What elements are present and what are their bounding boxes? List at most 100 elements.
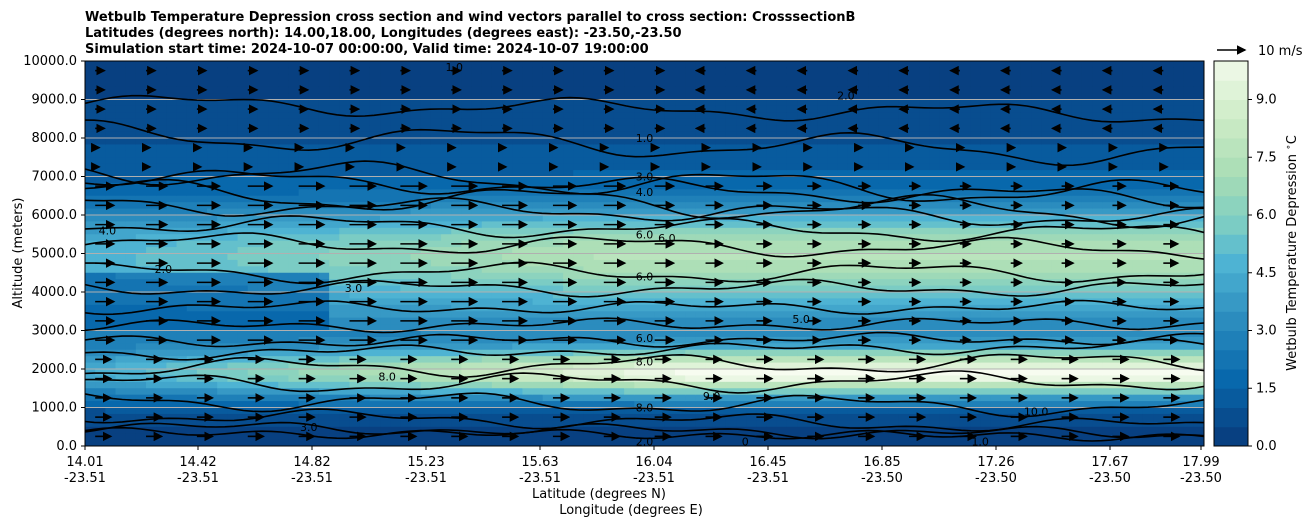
contour-fill-cell (776, 298, 788, 306)
contour-fill-cell (420, 401, 432, 409)
contour-fill-cell (847, 369, 859, 377)
contour-fill-cell (776, 195, 788, 203)
contour-fill-cell (807, 150, 819, 158)
contour-fill-cell (390, 112, 401, 120)
contour-fill-cell (105, 105, 117, 113)
contour-fill-cell (664, 157, 676, 165)
contour-fill-cell (593, 125, 605, 133)
contour-fill-cell (522, 247, 534, 255)
contour-fill-cell (430, 73, 442, 81)
contour-fill-cell (644, 388, 656, 396)
contour-fill-cell (908, 157, 920, 165)
contour-fill-cell (613, 208, 625, 216)
contour-fill-cell (705, 67, 717, 75)
contour-fill-cell (715, 369, 727, 377)
contour-fill-cell (166, 157, 178, 165)
contour-fill-cell (776, 93, 788, 101)
contour-fill-cell (644, 375, 656, 383)
contour-fill-cell (491, 259, 503, 267)
contour-fill-cell (583, 362, 595, 370)
contour-fill-cell (390, 433, 401, 441)
contour-fill-cell (797, 182, 808, 190)
contour-fill-cell (380, 208, 391, 216)
contour-fill-cell (624, 375, 635, 383)
contour-fill-cell (919, 304, 930, 312)
contour-fill-cell (695, 138, 707, 146)
contour-fill-cell (298, 330, 310, 338)
contour-fill-cell (176, 279, 188, 287)
contour-fill-cell (420, 73, 432, 81)
contour-fill-cell (278, 304, 290, 312)
contour-fill-cell (786, 105, 798, 113)
contour-fill-cell (522, 266, 534, 274)
contour-fill-cell (471, 163, 483, 171)
contour-fill-cell (278, 118, 290, 126)
contour-fill-cell (634, 163, 646, 171)
contour-fill-cell (919, 67, 930, 75)
contour-fill-cell (115, 234, 127, 242)
contour-fill-cell (644, 176, 656, 184)
contour-fill-cell (95, 330, 106, 338)
contour-fill-cell (156, 330, 167, 338)
contour-fill-cell (878, 324, 890, 332)
contour-fill-cell (552, 73, 564, 81)
contour-fill-cell (776, 99, 788, 107)
contour-fill-cell (471, 413, 483, 421)
contour-fill-cell (329, 259, 340, 267)
contour-fill-cell (461, 150, 473, 158)
contour-fill-cell (644, 227, 656, 235)
contour-fill-cell (634, 266, 646, 274)
contour-fill-cell (227, 215, 239, 223)
contour-fill-cell (390, 311, 401, 319)
contour-fill-cell (390, 105, 401, 113)
contour-fill-cell (847, 292, 859, 300)
contour-fill-cell (135, 285, 147, 293)
contour-fill-cell (247, 285, 259, 293)
contour-fill-cell (135, 157, 147, 165)
contour-fill-cell (603, 426, 615, 434)
contour-fill-cell (613, 150, 625, 158)
contour-fill-cell (817, 279, 829, 287)
contour-fill-cell (878, 99, 890, 107)
contour-fill-cell (390, 292, 401, 300)
contour-fill-cell (329, 247, 340, 255)
contour-fill-cell (410, 330, 422, 338)
contour-fill-cell (644, 215, 656, 223)
contour-fill-cell (552, 369, 564, 377)
contour-fill-cell (115, 253, 127, 261)
contour-fill-cell (461, 144, 473, 152)
contour-fill-cell (430, 285, 442, 293)
contour-fill-cell (746, 272, 757, 280)
contour-fill-cell (919, 208, 930, 216)
contour-fill-cell (502, 369, 513, 377)
contour-fill-cell (227, 272, 239, 280)
contour-fill-cell (491, 394, 503, 402)
contour-fill-cell (481, 182, 493, 190)
contour-fill-cell (166, 292, 178, 300)
title-line-3: Simulation start time: 2024-10-07 00:00:… (85, 42, 649, 57)
contour-fill-cell (827, 202, 839, 210)
contour-fill-cell (85, 150, 96, 158)
contour-fill-cell (644, 99, 656, 107)
contour-fill-cell (380, 369, 391, 377)
contour-fill-cell (186, 131, 198, 139)
contour-fill-cell (115, 420, 127, 428)
contour-fill-cell (868, 369, 880, 377)
contour-fill-cell (552, 272, 564, 280)
contour-fill-cell (756, 381, 768, 389)
contour-fill-cell (217, 311, 229, 319)
contour-fill-cell (461, 157, 473, 165)
contour-fill-cell (237, 292, 249, 300)
contour-fill-cell (166, 215, 178, 223)
contour-fill-cell (410, 195, 422, 203)
contour-fill-cell (634, 259, 646, 267)
contour-fill-cell (237, 362, 249, 370)
contour-fill-cell (196, 311, 208, 319)
contour-fill-cell (125, 67, 137, 75)
contour-fill-cell (593, 266, 605, 274)
contour-fill-cell (797, 369, 808, 377)
contour-fill-cell (736, 150, 747, 158)
contour-fill-cell (308, 131, 320, 139)
contour-fill-cell (593, 131, 605, 139)
contour-fill-cell (807, 369, 819, 377)
